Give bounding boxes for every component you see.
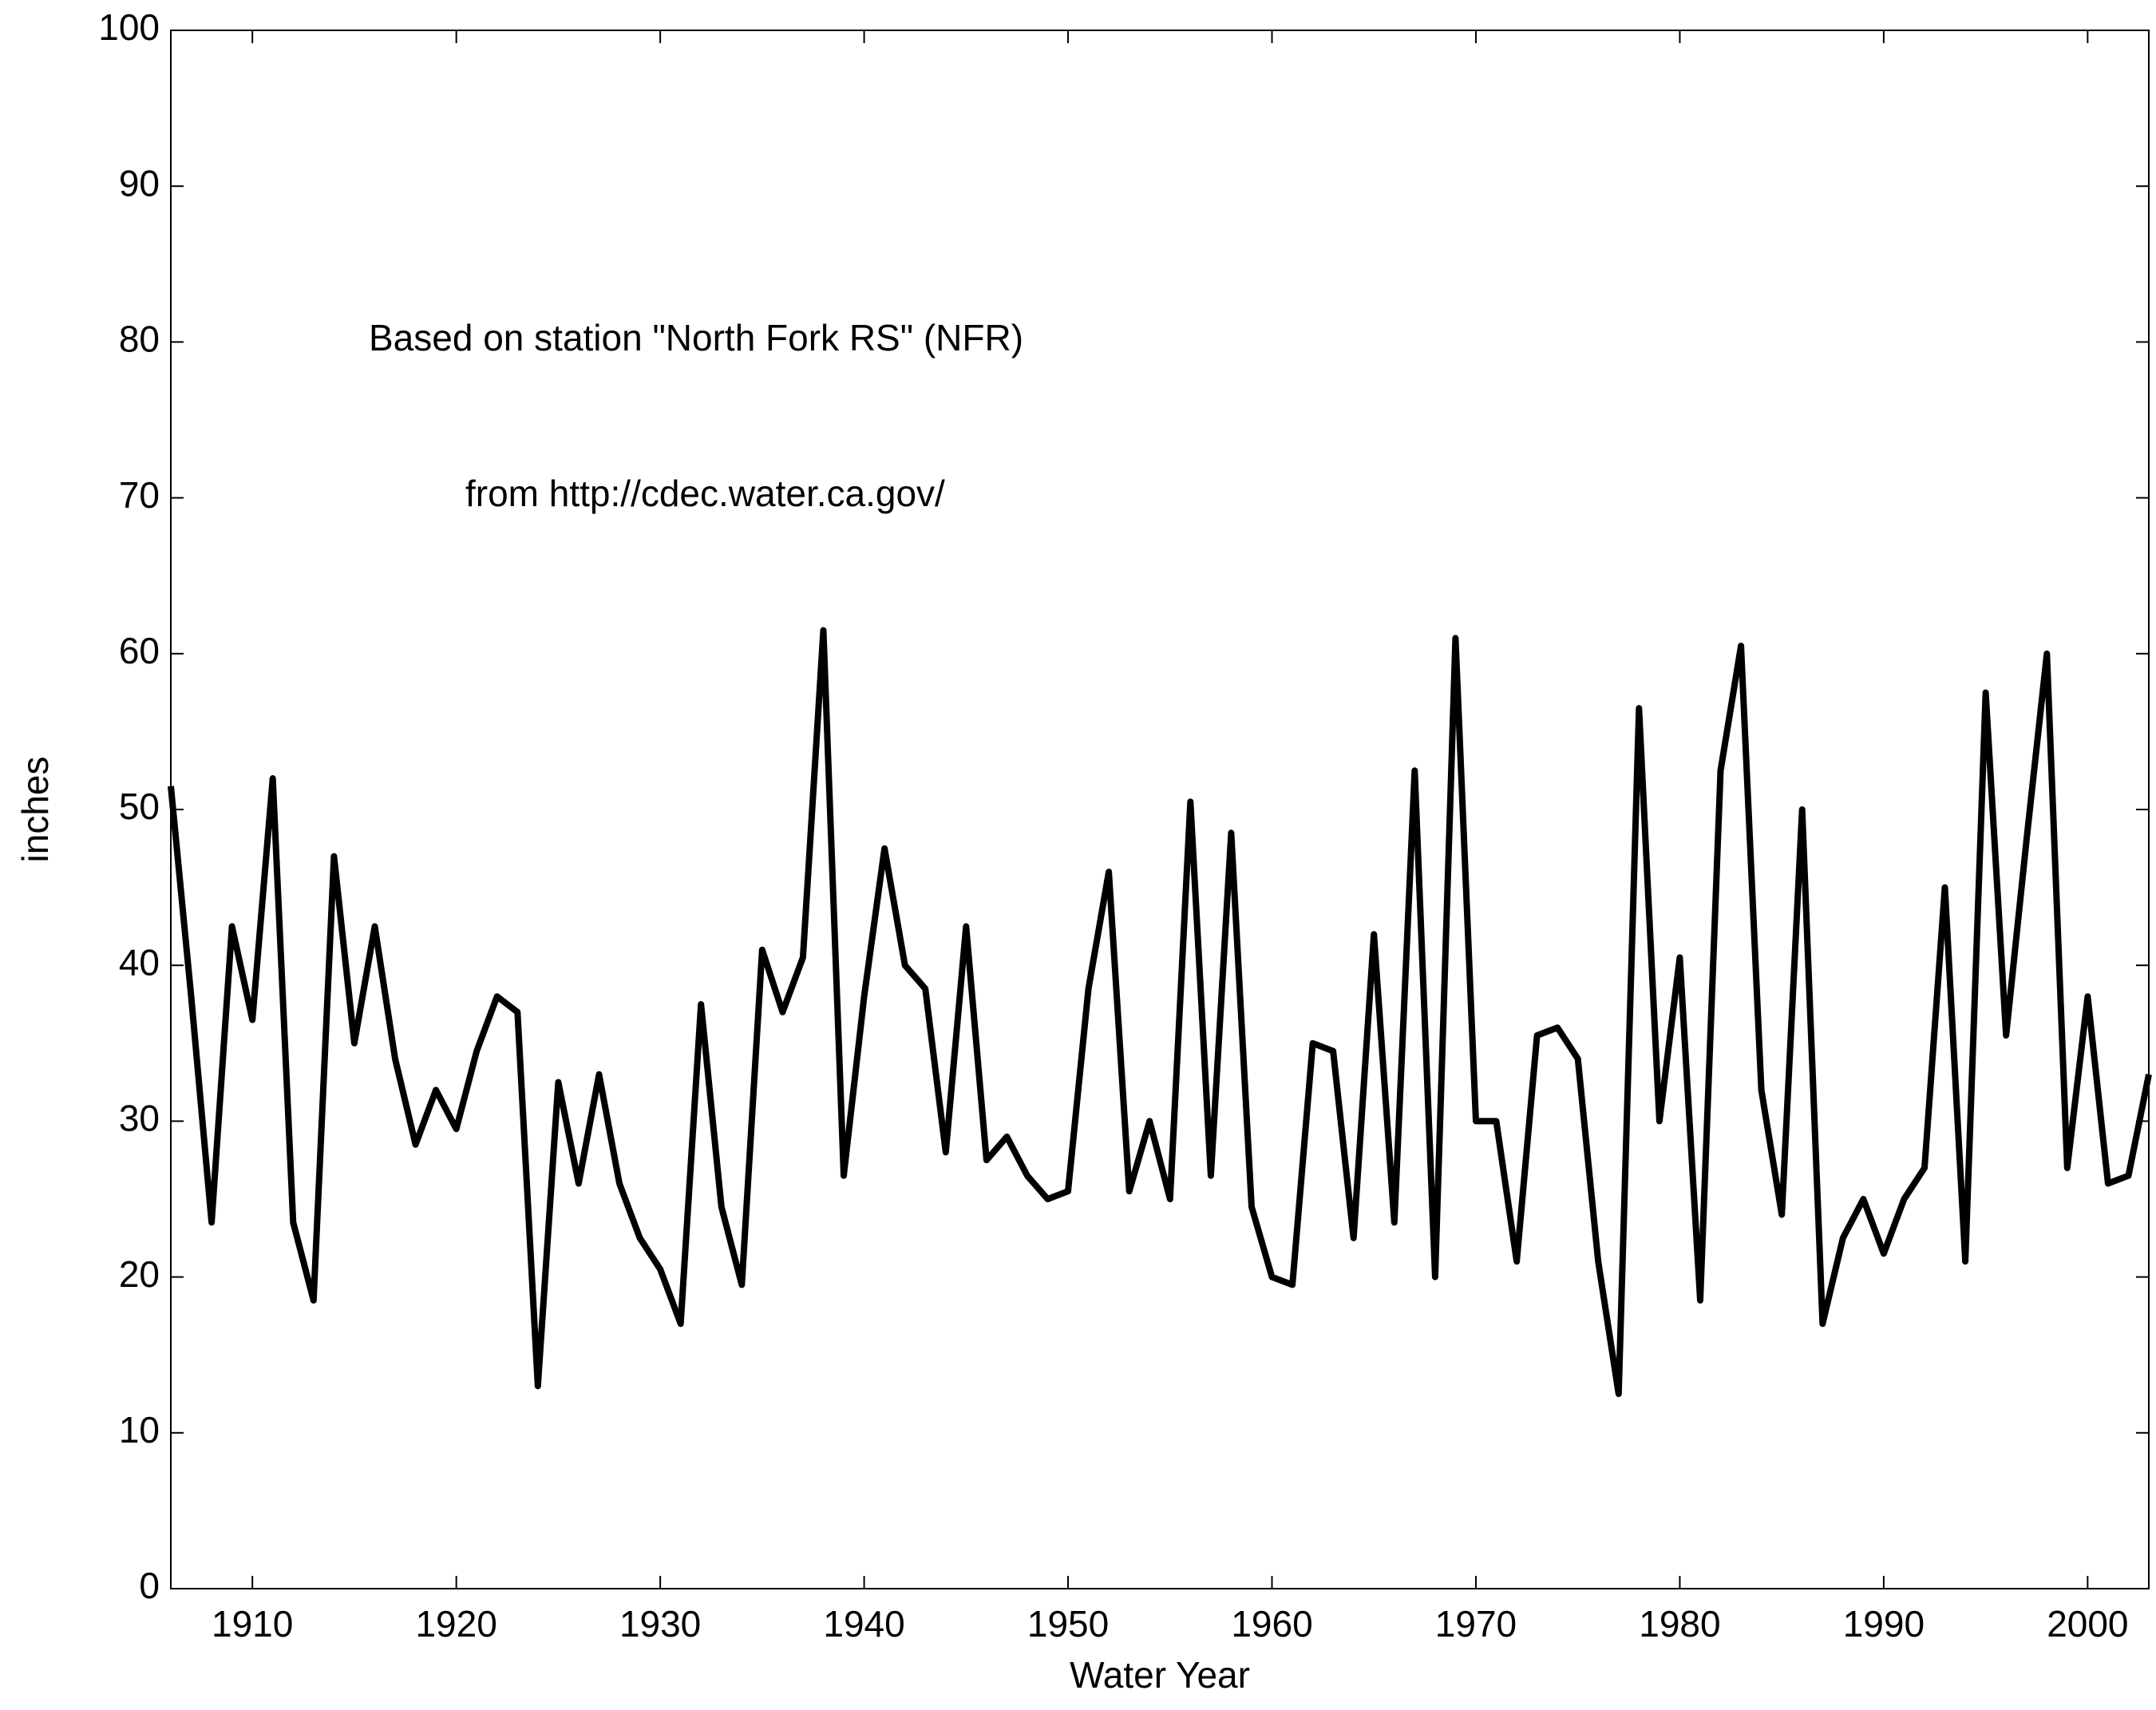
x-axis-label: Water Year — [1070, 1654, 1250, 1696]
y-tick-label: 10 — [119, 1409, 160, 1451]
x-tick-label: 1930 — [619, 1603, 701, 1645]
x-tick-label: 1960 — [1231, 1603, 1312, 1645]
y-tick-label: 0 — [139, 1565, 160, 1606]
x-tick-label: 2000 — [2047, 1603, 2128, 1645]
x-tick-label: 1910 — [212, 1603, 293, 1645]
y-tick-label: 70 — [119, 474, 160, 516]
y-tick-label: 60 — [119, 630, 160, 671]
y-axis-label: inches — [14, 757, 56, 863]
y-tick-label: 30 — [119, 1098, 160, 1139]
x-tick-label: 1980 — [1639, 1603, 1720, 1645]
plot-frame — [170, 30, 2150, 1589]
x-tick-label: 1950 — [1027, 1603, 1109, 1645]
annotation: Based on station "North Fork RS" (NFR) — [369, 317, 1023, 358]
annotation: from http://cdec.water.ca.gov/ — [465, 473, 945, 514]
data-line — [168, 627, 2152, 1397]
y-tick-label: 90 — [119, 162, 160, 204]
y-tick-label: 100 — [98, 6, 160, 48]
y-tick-label: 20 — [119, 1253, 160, 1295]
x-tick-label: 1990 — [1843, 1603, 1925, 1645]
y-tick-label: 40 — [119, 941, 160, 983]
x-tick-label: 1940 — [823, 1603, 904, 1645]
x-tick-label: 1920 — [415, 1603, 496, 1645]
x-tick-label: 1970 — [1435, 1603, 1517, 1645]
y-tick-label: 50 — [119, 786, 160, 827]
y-tick-label: 80 — [119, 319, 160, 360]
